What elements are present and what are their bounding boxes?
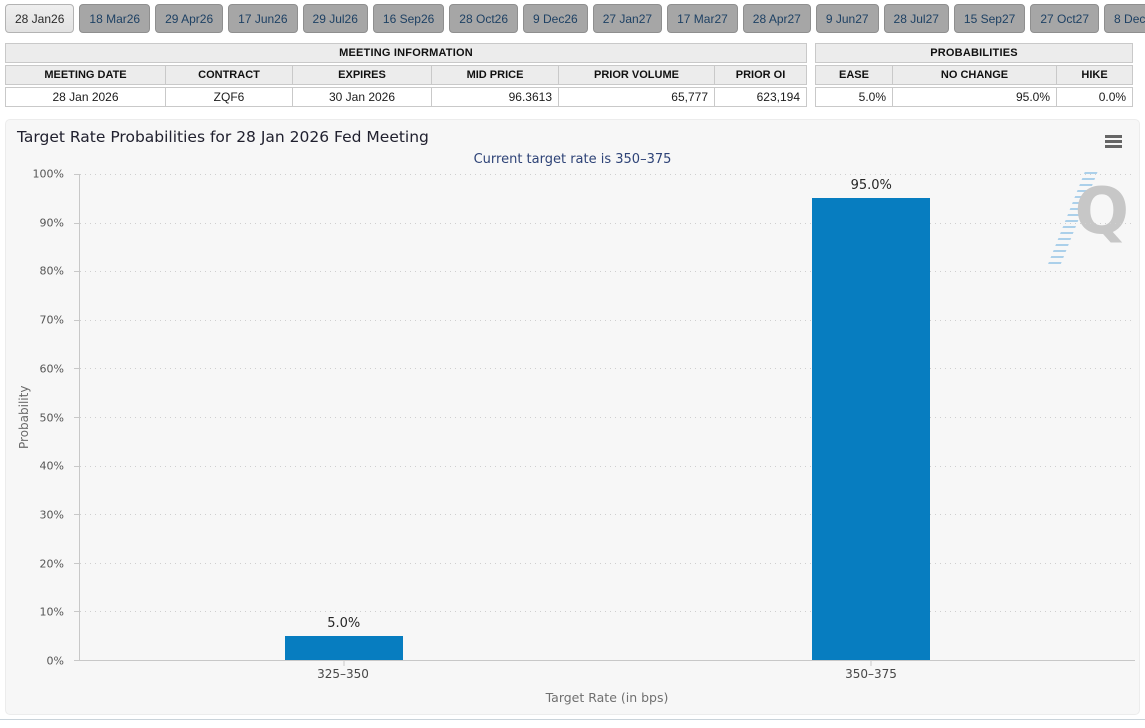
gridline bbox=[80, 222, 1135, 224]
x-axis-title: Target Rate (in bps) bbox=[545, 690, 669, 705]
meeting-info-data-row: 28 Jan 2026 ZQF6 30 Jan 2026 96.3613 65,777 6… bbox=[5, 87, 808, 107]
gridline bbox=[80, 465, 1135, 467]
bar-data-label: 95.0% bbox=[850, 178, 892, 194]
y-tick-mark bbox=[74, 465, 80, 467]
gridline bbox=[80, 562, 1135, 564]
gridline bbox=[80, 319, 1135, 321]
y-tick-label: 50% bbox=[39, 411, 64, 424]
tab-17-jun26[interactable]: 17 Jun26 bbox=[228, 4, 298, 33]
tab-9-jun27[interactable]: 9 Jun27 bbox=[815, 4, 879, 33]
tab-17-mar27[interactable]: 17 Mar27 bbox=[667, 4, 738, 33]
gridline bbox=[80, 271, 1135, 273]
bar-325-350[interactable]: 5.0% bbox=[284, 616, 403, 660]
tab-28-apr27[interactable]: 28 Apr27 bbox=[742, 4, 811, 33]
x-category-label: 350–375 bbox=[845, 667, 897, 681]
summary-tables: MEETING INFORMATION MEETING DATE CONTRACT… bbox=[5, 41, 1140, 109]
y-tick-label: 40% bbox=[39, 459, 64, 473]
chart-subtitle: Current target rate is 350–375 bbox=[473, 152, 672, 167]
hamburger-icon bbox=[1105, 134, 1122, 138]
cell: 5.0% bbox=[815, 87, 894, 107]
gridline bbox=[80, 174, 1135, 175]
y-axis-labels: 0% 10% 20% 30% 40% 50% 60% 70% 80% 90% 100% bbox=[6, 168, 72, 668]
y-tick-mark bbox=[74, 417, 80, 418]
column-header: PRIOR OI bbox=[715, 65, 808, 85]
tab-15-sep27[interactable]: 15 Sep27 bbox=[953, 4, 1026, 33]
probabilities-table: PROBABILITIES EASE NO CHANGE HIKE 5.0% 95.0… bbox=[815, 41, 1134, 109]
x-tick-mark bbox=[870, 660, 872, 666]
y-tick-label: 30% bbox=[39, 508, 64, 522]
y-tick-label: 60% bbox=[39, 362, 64, 376]
y-tick-label: 10% bbox=[39, 605, 64, 619]
gridline bbox=[80, 368, 1135, 370]
gridline bbox=[80, 514, 1135, 516]
meeting-info-column-row: MEETING DATE CONTRACT EXPIRES MID PRICE PRIO… bbox=[5, 65, 808, 85]
y-tick-label: 70% bbox=[39, 313, 64, 327]
cell: 623,194 bbox=[715, 87, 808, 107]
y-tick-mark bbox=[74, 562, 80, 564]
cell: ZQF6 bbox=[166, 87, 293, 107]
y-tick-label: 100% bbox=[32, 167, 64, 181]
tab-28-jan26[interactable]: 28 Jan26 bbox=[5, 4, 75, 33]
watermark-q-icon: Q bbox=[1074, 175, 1129, 249]
column-header: CONTRACT bbox=[166, 65, 293, 85]
cell: 96.3613 bbox=[432, 87, 559, 107]
y-tick-mark bbox=[74, 271, 80, 273]
column-header: EASE bbox=[815, 65, 894, 85]
column-header: PRIOR VOLUME bbox=[559, 65, 715, 85]
y-tick-mark bbox=[74, 660, 80, 661]
tab-28-jul27[interactable]: 28 Jul27 bbox=[883, 4, 949, 33]
column-header: NO CHANGE bbox=[893, 65, 1058, 85]
column-header: EXPIRES bbox=[293, 65, 432, 85]
y-tick-mark bbox=[74, 319, 80, 321]
x-category-label: 325–350 bbox=[317, 667, 369, 681]
tab-28-oct26[interactable]: 28 Oct26 bbox=[449, 4, 518, 33]
probabilities-column-row: EASE NO CHANGE HIKE bbox=[815, 65, 1134, 85]
cell: 28 Jan 2026 bbox=[5, 87, 166, 107]
x-tick-mark bbox=[343, 660, 345, 666]
gridline bbox=[80, 417, 1135, 418]
tab-27-jan27[interactable]: 27 Jan27 bbox=[592, 4, 663, 33]
cell: 65,777 bbox=[559, 87, 715, 107]
tab-29-jul26[interactable]: 29 Jul26 bbox=[302, 4, 368, 33]
column-header: MEETING DATE bbox=[5, 65, 166, 85]
tab-9-dec26[interactable]: 9 Dec26 bbox=[523, 4, 588, 33]
probabilities-data-row: 5.0% 95.0% 0.0% bbox=[815, 87, 1134, 107]
cell: 0.0% bbox=[1057, 87, 1134, 107]
meeting-info-table: MEETING INFORMATION MEETING DATE CONTRACT… bbox=[5, 41, 808, 109]
column-header: HIKE bbox=[1057, 65, 1134, 85]
cell: 95.0% bbox=[893, 87, 1058, 107]
bar-data-label: 5.0% bbox=[327, 615, 361, 631]
tab-8-dec27[interactable]: 8 Dec27 bbox=[1104, 4, 1145, 33]
bottom-separator bbox=[0, 719, 1145, 720]
probabilities-title: PROBABILITIES bbox=[815, 43, 1134, 63]
cell: 30 Jan 2026 bbox=[293, 87, 432, 107]
y-tick-label: 80% bbox=[39, 264, 64, 278]
chart-menu-button[interactable] bbox=[1102, 131, 1126, 151]
meeting-tabs: 28 Jan26 18 Mar26 29 Apr26 17 Jun26 29 Jul26… bbox=[0, 0, 1145, 33]
y-tick-label: 90% bbox=[39, 216, 64, 230]
tab-18-mar26[interactable]: 18 Mar26 bbox=[79, 4, 151, 33]
tab-16-sep26[interactable]: 16 Sep26 bbox=[372, 4, 445, 33]
tab-27-oct27[interactable]: 27 Oct27 bbox=[1030, 4, 1100, 33]
meeting-info-title: MEETING INFORMATION bbox=[5, 43, 808, 63]
target-rate-chart: Target Rate Probabilities for 28 Jan 202… bbox=[5, 119, 1140, 715]
x-axis-labels: 325–350 350–375 bbox=[79, 667, 1135, 683]
quikstrike-watermark: Q bbox=[1046, 172, 1133, 268]
y-tick-label: 0% bbox=[46, 654, 64, 668]
bar-350-375[interactable]: 95.0% bbox=[812, 178, 931, 660]
y-tick-mark bbox=[74, 174, 80, 175]
chart-title: Target Rate Probabilities for 28 Jan 202… bbox=[17, 128, 429, 146]
y-tick-label: 20% bbox=[39, 557, 64, 571]
plot-area: Q 5.0% 95.0% bbox=[74, 172, 1135, 666]
tab-29-apr26[interactable]: 29 Apr26 bbox=[155, 4, 224, 33]
y-tick-mark bbox=[74, 514, 80, 516]
y-tick-mark bbox=[74, 611, 80, 613]
y-tick-mark bbox=[74, 222, 80, 224]
y-tick-mark bbox=[74, 368, 80, 370]
gridline bbox=[80, 611, 1135, 613]
column-header: MID PRICE bbox=[432, 65, 559, 85]
